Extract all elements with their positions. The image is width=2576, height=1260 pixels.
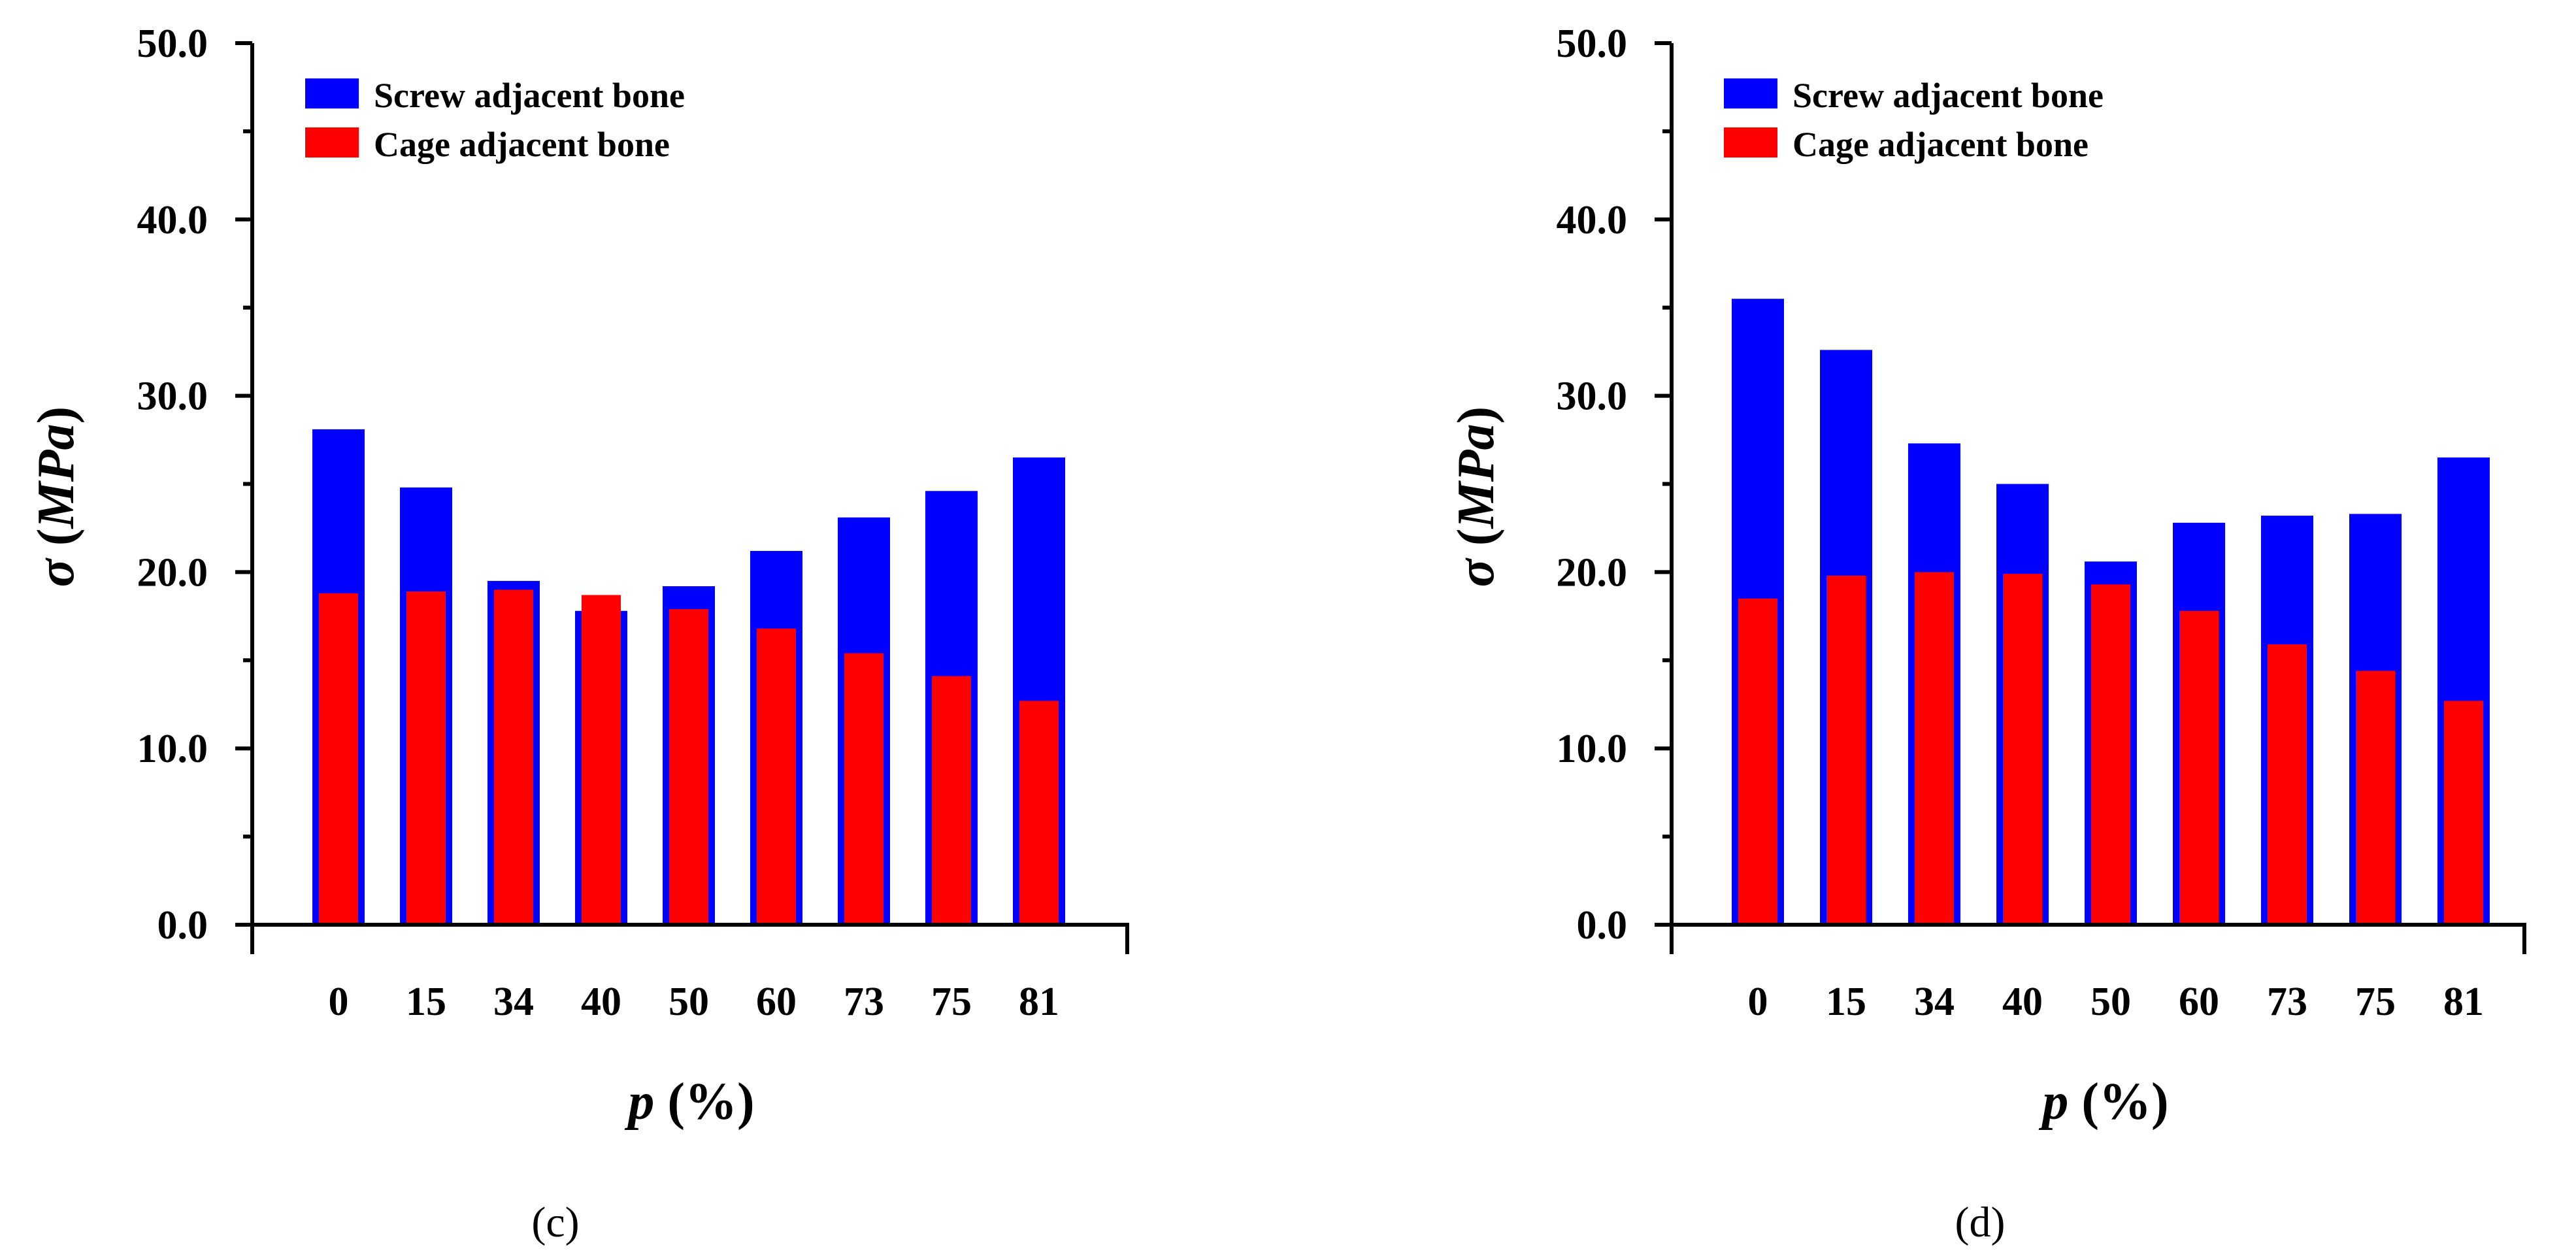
panel-c-x-tick-label: 75 bbox=[931, 980, 972, 1024]
panel-d-label: (d) bbox=[1955, 1199, 2006, 1246]
panel-d-y-ticks: 0.0 10.0 20.0 30.0 40.0 50.0 bbox=[1557, 22, 1672, 948]
panel-c-x-ticks: 0 15 34 40 50 60 73 75 81 bbox=[329, 980, 1060, 1024]
panel-c-bar-cage-60 bbox=[757, 628, 796, 925]
panel-c-y-tick-label: 50.0 bbox=[137, 22, 208, 66]
panel-d-y-title-close: ) bbox=[1447, 406, 1505, 424]
panel-c-y-tick-label: 40.0 bbox=[137, 198, 208, 242]
panel-d-x-tick-label: 60 bbox=[2179, 980, 2219, 1024]
panel-c-bar-cage-81 bbox=[1019, 701, 1059, 925]
panel-d-bar-cage-73 bbox=[2268, 644, 2307, 925]
panel-d-bar-cage-34 bbox=[1915, 572, 1954, 925]
panel-c-bar-cage-0 bbox=[319, 593, 358, 925]
panel-c-bar-cage-50 bbox=[669, 609, 708, 925]
panel-d-y-tick-label: 40.0 bbox=[1557, 198, 1628, 242]
panel-c-y-title-close: ) bbox=[27, 406, 85, 424]
panel-c-x-tick-label: 60 bbox=[756, 980, 797, 1024]
panel-d: 0.0 10.0 20.0 30.0 40.0 50.0 0 15 34 40 50 60 73 75 8… bbox=[1447, 22, 2526, 1246]
panel-c-y-tick-label: 30.0 bbox=[137, 374, 208, 419]
panel-c-y-title-open: ( bbox=[27, 528, 85, 559]
panel-c-x-tick-label: 15 bbox=[406, 980, 446, 1024]
panel-c-y-axis-title: σ (MPa) bbox=[27, 406, 85, 587]
panel-d-x-title-symbol: p bbox=[2038, 1073, 2068, 1131]
panel-d-bar-cage-50 bbox=[2091, 584, 2130, 925]
panel-d-legend-swatch-screw bbox=[1724, 78, 1777, 108]
panel-d-bar-cage-0 bbox=[1738, 598, 1777, 925]
panel-c-y-tick-label: 20.0 bbox=[137, 550, 208, 595]
panel-c: 0.0 10.0 20.0 30.0 40.0 50.0 0 15 34 40 50 60 73 75 8… bbox=[27, 22, 1129, 1246]
panel-c-y-tick-label: 0.0 bbox=[157, 903, 208, 948]
panel-c-label: (c) bbox=[531, 1199, 579, 1246]
panel-d-bar-cage-40 bbox=[2003, 574, 2042, 925]
panel-d-bars bbox=[1732, 299, 2490, 925]
panel-d-x-axis-title: p (%) bbox=[2038, 1073, 2168, 1131]
panel-d-y-tick-label: 20.0 bbox=[1557, 550, 1628, 595]
panel-d-bar-cage-75 bbox=[2356, 671, 2395, 925]
panel-d-y-tick-label: 30.0 bbox=[1557, 374, 1628, 419]
panel-c-bar-cage-40 bbox=[582, 595, 621, 925]
panel-c-legend: Screw adjacent bone Cage adjacent bone bbox=[305, 76, 685, 164]
panel-d-bar-cage-15 bbox=[1826, 575, 1866, 925]
panel-c-x-tick-label: 50 bbox=[669, 980, 709, 1024]
panel-d-y-title-unit: MPa bbox=[1447, 423, 1505, 529]
panel-d-x-tick-label: 15 bbox=[1826, 980, 1866, 1024]
panel-c-x-title-rest: (%) bbox=[654, 1073, 754, 1131]
panel-d-x-tick-label: 75 bbox=[2355, 980, 2396, 1024]
panel-c-x-tick-label: 40 bbox=[581, 980, 621, 1024]
panel-c-x-tick-label: 0 bbox=[329, 980, 349, 1024]
panel-c-x-axis-title: p (%) bbox=[624, 1073, 754, 1131]
panel-d-y-tick-label: 0.0 bbox=[1577, 903, 1628, 948]
panel-c-y-ticks: 0.0 10.0 20.0 30.0 40.0 50.0 bbox=[137, 22, 252, 948]
panel-c-x-tick-label: 34 bbox=[493, 980, 534, 1024]
panel-d-legend-label-screw: Screw adjacent bone bbox=[1792, 76, 2104, 115]
panel-c-bar-cage-15 bbox=[406, 591, 446, 925]
panel-d-y-tick-label: 10.0 bbox=[1557, 727, 1628, 771]
panel-d-x-title-rest: (%) bbox=[2068, 1073, 2168, 1131]
panel-c-legend-label-cage: Cage adjacent bone bbox=[374, 125, 670, 164]
panel-d-y-title-symbol: σ bbox=[1447, 557, 1505, 587]
panel-c-bar-cage-73 bbox=[844, 653, 883, 925]
panel-d-x-tick-label: 0 bbox=[1748, 980, 1768, 1024]
panel-d-x-tick-label: 73 bbox=[2267, 980, 2307, 1024]
panel-c-y-title-symbol: σ bbox=[27, 557, 85, 587]
panel-d-x-ticks: 0 15 34 40 50 60 73 75 81 bbox=[1748, 980, 2485, 1024]
panel-d-x-tick-label: 81 bbox=[2443, 980, 2484, 1024]
panel-d-legend-label-cage: Cage adjacent bone bbox=[1792, 125, 2089, 164]
panel-d-legend-swatch-cage bbox=[1724, 127, 1777, 158]
panel-c-y-title-unit: MPa bbox=[27, 423, 85, 529]
panel-d-legend: Screw adjacent bone Cage adjacent bone bbox=[1724, 76, 2104, 164]
panel-c-bar-cage-34 bbox=[494, 589, 533, 925]
panel-d-y-title-open: ( bbox=[1447, 528, 1505, 559]
panel-c-x-title-symbol: p bbox=[624, 1073, 654, 1131]
panel-d-y-tick-label: 50.0 bbox=[1557, 22, 1628, 66]
panel-c-legend-label-screw: Screw adjacent bone bbox=[374, 76, 685, 115]
panel-c-y-tick-label: 10.0 bbox=[137, 727, 208, 771]
panel-d-y-axis-title: σ (MPa) bbox=[1447, 406, 1505, 587]
panel-c-x-tick-label: 81 bbox=[1019, 980, 1059, 1024]
panel-d-x-tick-label: 50 bbox=[2090, 980, 2131, 1024]
panel-d-bar-cage-81 bbox=[2444, 701, 2483, 925]
panel-d-bar-cage-60 bbox=[2179, 610, 2219, 925]
panel-d-x-tick-label: 40 bbox=[2002, 980, 2043, 1024]
panel-c-bar-cage-75 bbox=[932, 676, 971, 925]
panel-c-legend-swatch-screw bbox=[305, 78, 359, 108]
panel-c-bars bbox=[312, 429, 1065, 925]
panel-c-x-tick-label: 73 bbox=[844, 980, 884, 1024]
panel-c-legend-swatch-cage bbox=[305, 127, 359, 158]
panel-d-x-tick-label: 34 bbox=[1914, 980, 1955, 1024]
